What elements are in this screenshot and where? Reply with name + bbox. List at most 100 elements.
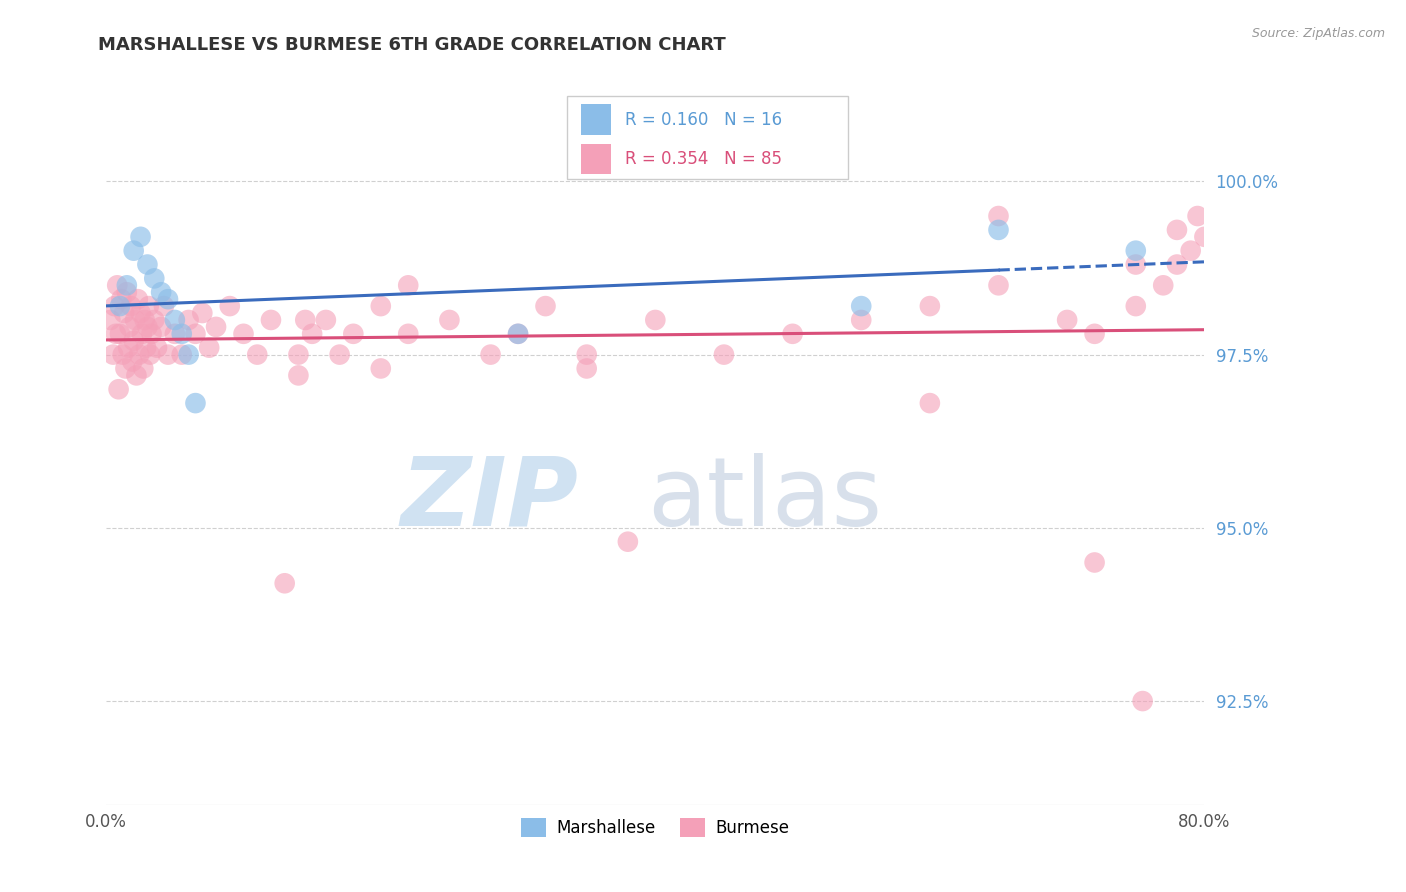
Point <box>177 313 200 327</box>
Point <box>153 299 176 313</box>
Point <box>342 326 364 341</box>
Point <box>232 326 254 341</box>
Point <box>396 326 419 341</box>
Point <box>163 313 186 327</box>
Text: R = 0.160   N = 16: R = 0.160 N = 16 <box>624 111 782 128</box>
Point <box>156 292 179 306</box>
Point <box>987 209 1010 223</box>
Point <box>129 306 152 320</box>
Point <box>575 348 598 362</box>
FancyBboxPatch shape <box>568 95 848 179</box>
Point <box>439 313 461 327</box>
Text: R = 0.354   N = 85: R = 0.354 N = 85 <box>624 150 782 168</box>
Point <box>143 271 166 285</box>
Point <box>851 313 873 327</box>
Point <box>121 354 143 368</box>
Point <box>105 278 128 293</box>
Point <box>134 313 156 327</box>
Point <box>918 299 941 313</box>
Point <box>713 348 735 362</box>
Point <box>150 285 173 300</box>
Point <box>156 348 179 362</box>
Point <box>1056 313 1078 327</box>
Text: MARSHALLESE VS BURMESE 6TH GRADE CORRELATION CHART: MARSHALLESE VS BURMESE 6TH GRADE CORRELA… <box>98 36 725 54</box>
Text: Source: ZipAtlas.com: Source: ZipAtlas.com <box>1251 27 1385 40</box>
Point <box>644 313 666 327</box>
Point <box>122 244 145 258</box>
Point <box>108 299 131 313</box>
Point <box>987 223 1010 237</box>
Point <box>851 299 873 313</box>
Point <box>129 229 152 244</box>
Point <box>329 348 352 362</box>
Point <box>918 396 941 410</box>
Point <box>1152 278 1174 293</box>
Point <box>163 326 186 341</box>
Point <box>136 319 159 334</box>
Point <box>1125 244 1147 258</box>
Point <box>138 299 160 313</box>
Point <box>575 361 598 376</box>
Point <box>617 534 640 549</box>
Point <box>104 326 127 341</box>
Point <box>479 348 502 362</box>
Legend: Marshallese, Burmese: Marshallese, Burmese <box>515 812 796 844</box>
Point <box>1166 258 1188 272</box>
Point <box>114 361 136 376</box>
Point <box>1084 326 1107 341</box>
Point <box>287 368 309 383</box>
Point <box>396 278 419 293</box>
Point <box>170 348 193 362</box>
Point <box>110 292 132 306</box>
Point <box>506 326 529 341</box>
Point <box>136 258 159 272</box>
Point <box>1125 299 1147 313</box>
Point <box>987 278 1010 293</box>
Point <box>170 326 193 341</box>
Point <box>124 313 146 327</box>
Point <box>135 341 157 355</box>
Point <box>198 341 221 355</box>
Point <box>782 326 804 341</box>
Point <box>1166 223 1188 237</box>
Point <box>131 326 153 341</box>
Point <box>120 299 142 313</box>
Point <box>108 326 131 341</box>
Point <box>1180 244 1202 258</box>
Point <box>115 285 138 300</box>
Point <box>1084 556 1107 570</box>
Point <box>107 382 129 396</box>
Point <box>127 292 149 306</box>
Point <box>315 313 337 327</box>
Point <box>143 313 166 327</box>
Point <box>205 319 228 334</box>
Point <box>128 348 150 362</box>
Point <box>115 278 138 293</box>
Point <box>184 326 207 341</box>
Point <box>125 368 148 383</box>
Point <box>301 326 323 341</box>
Point <box>294 313 316 327</box>
Point <box>146 341 169 355</box>
Point <box>1125 258 1147 272</box>
Point <box>534 299 557 313</box>
Point <box>150 319 173 334</box>
Point <box>103 299 125 313</box>
Text: ZIP: ZIP <box>401 453 578 546</box>
Point <box>117 341 139 355</box>
Point <box>506 326 529 341</box>
Point <box>111 348 134 362</box>
Point <box>112 306 135 320</box>
Point <box>1132 694 1154 708</box>
Point <box>122 334 145 348</box>
Text: atlas: atlas <box>648 453 883 546</box>
Point <box>98 313 121 327</box>
Point <box>1187 209 1209 223</box>
Point <box>370 299 392 313</box>
Point <box>132 361 155 376</box>
Point <box>141 326 163 341</box>
FancyBboxPatch shape <box>581 144 612 174</box>
Point <box>101 348 124 362</box>
Point <box>1194 229 1216 244</box>
FancyBboxPatch shape <box>581 104 612 135</box>
